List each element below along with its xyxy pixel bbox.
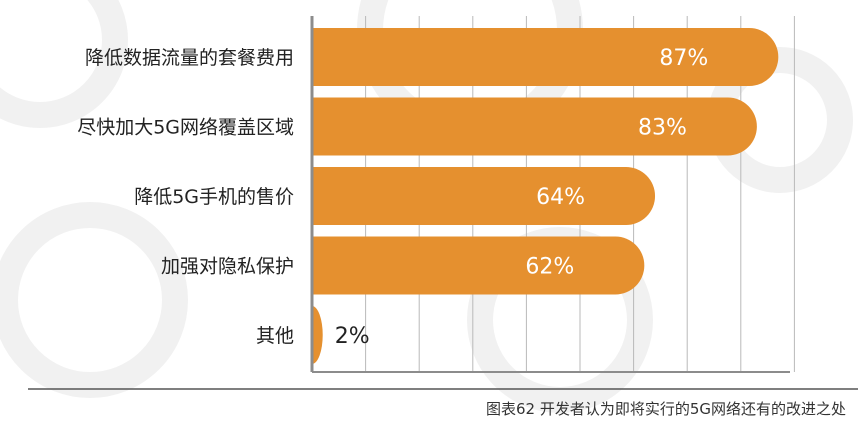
bar-3 (312, 167, 656, 225)
category-label: 降低5G手机的售价 (134, 186, 294, 208)
bars (312, 28, 779, 364)
category-label: 加强对隐私保护 (161, 256, 294, 278)
bar-5 (312, 306, 323, 364)
category-label: 其他 (256, 325, 294, 347)
value-label: 87% (659, 46, 708, 71)
category-label: 尽快加大5G网络覆盖区域 (77, 117, 294, 139)
bar-2 (312, 97, 757, 156)
value-label: 62% (525, 255, 574, 280)
watermark-shape-1 (0, 0, 128, 128)
category-label: 降低数据流量的套餐费用 (85, 47, 294, 69)
value-label: 83% (638, 116, 687, 141)
bar-1 (312, 28, 779, 86)
value-label: 64% (536, 185, 585, 210)
watermark-shape-4 (0, 202, 188, 398)
figure-caption: 图表62 开发者认为即将实行的5G网络还有的改进之处 (485, 400, 846, 418)
labels: 降低数据流量的套餐费用 87% 尽快加大5G网络覆盖区域 83% 降低5G手机的售价 64… (77, 46, 708, 349)
value-label: 2% (335, 324, 370, 349)
bar-4 (312, 236, 645, 295)
axes (28, 16, 858, 390)
